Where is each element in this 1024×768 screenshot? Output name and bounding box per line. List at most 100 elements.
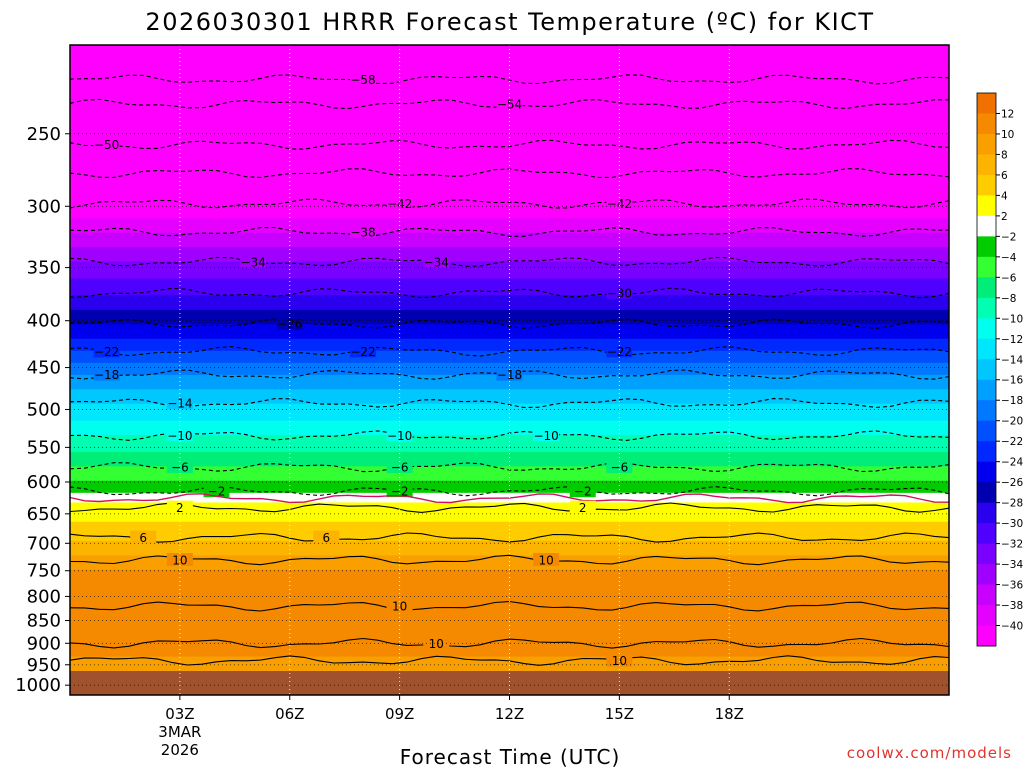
temperature-band [70, 630, 949, 634]
temperature-band [70, 201, 949, 205]
y-tick-label: 250 [27, 124, 61, 145]
temperature-band [70, 321, 949, 325]
temperature-band [70, 634, 949, 638]
temperature-band [70, 613, 949, 617]
colorbar-swatch [977, 236, 996, 258]
contour-line [69, 287, 950, 299]
contour-label-bg [350, 224, 376, 238]
y-tick-label: 500 [27, 399, 61, 420]
temperature-band [70, 398, 949, 402]
contour-label-bg [240, 254, 267, 268]
temperature-band [70, 646, 949, 650]
temperature-band [70, 196, 949, 200]
temperature-band [70, 341, 949, 345]
contour-label-bg [276, 316, 303, 330]
contour-label: −22 [607, 345, 632, 359]
contour-label-bg [166, 552, 193, 566]
temperature-band [70, 521, 949, 525]
plot-area: −58−54−50−42 −42−38−34 −34−30−26−22 −22 −22−… [69, 45, 950, 695]
colorbar-tick-label: −12 [1001, 334, 1023, 346]
temperature-band [70, 586, 949, 590]
contour-line [69, 554, 950, 566]
temperature-band [70, 365, 949, 369]
colorbar-swatch [977, 441, 996, 463]
temperature-band [70, 247, 949, 251]
contour-line [69, 398, 950, 409]
colorbar-tick-label: −16 [1001, 375, 1023, 387]
y-tick-label: 850 [27, 611, 61, 632]
temperature-band [70, 562, 949, 566]
temperature-band [70, 194, 949, 198]
temperature-band [70, 206, 949, 210]
temperature-band [70, 208, 949, 212]
temperature-band [70, 490, 949, 494]
temperature-band [70, 401, 949, 405]
contour-label: −34 [240, 255, 265, 269]
temperature-band [70, 223, 949, 227]
contour-label: −6 [171, 461, 189, 475]
temperature-band [70, 254, 949, 258]
temperature-band [70, 184, 949, 188]
temperature-band [70, 526, 949, 530]
temperature-band [70, 495, 949, 499]
temperature-band [70, 622, 949, 626]
y-tick-label: 400 [27, 311, 61, 332]
contour-label-bg [606, 653, 633, 667]
temperature-band [70, 261, 949, 265]
colorbar-swatch [977, 174, 996, 196]
temperature-band [70, 649, 949, 653]
temperature-band [70, 256, 949, 260]
temperature-band [70, 362, 949, 366]
temperature-band [70, 598, 949, 602]
temperature-band [70, 126, 949, 130]
temperature-band [70, 81, 949, 85]
temperature-band [70, 449, 949, 453]
colorbar-tick-label: −4 [1001, 252, 1017, 264]
colorbar-tick-label: 12 [1001, 108, 1014, 120]
temperature-band [70, 333, 949, 337]
temperature-band [70, 189, 949, 193]
temperature-band [70, 509, 949, 513]
contour-label-bg [606, 460, 633, 474]
contour-label-bg [313, 530, 340, 544]
contour-label-bg [93, 137, 120, 151]
temperature-band [70, 565, 949, 569]
contour-label-bg [386, 484, 413, 498]
temperature-band [70, 138, 949, 142]
contour-label-bg [496, 367, 523, 381]
colorbar-swatch [977, 564, 996, 585]
contour-label-bg [93, 367, 120, 381]
temperature-band [70, 492, 949, 496]
temperature-band [70, 293, 949, 297]
temperature-band [70, 581, 949, 585]
contour-label: −42 [387, 197, 412, 211]
temperature-band [70, 353, 949, 357]
temperature-band [70, 661, 949, 665]
contour-line [69, 346, 950, 357]
contour-label: −22 [350, 345, 375, 359]
colorbar-swatch [977, 359, 996, 381]
colorbar-swatch [977, 113, 996, 135]
contour-label-bg [166, 396, 193, 410]
y-tick-label: 450 [27, 358, 61, 379]
temperature-band [70, 516, 949, 520]
temperature-band [70, 302, 949, 306]
temperature-band [70, 410, 949, 414]
temperature-band [70, 420, 949, 424]
temperature-band [70, 122, 949, 126]
temperature-band [70, 483, 949, 487]
colorbar-swatch [977, 256, 996, 278]
temperature-band [70, 90, 949, 94]
contour-label-bg [533, 428, 560, 442]
contour-label-bg [496, 97, 523, 111]
temperature-band [70, 459, 949, 463]
temperature-band [70, 528, 949, 532]
y-tick-label: 800 [27, 586, 61, 607]
temperature-band [70, 295, 949, 299]
temperature-band [70, 49, 949, 53]
ground-layer [70, 671, 949, 695]
contour-label: −2 [574, 485, 592, 499]
contour-label-bg [569, 484, 596, 498]
colorbar-swatch [977, 195, 996, 217]
contour-line [69, 637, 950, 649]
